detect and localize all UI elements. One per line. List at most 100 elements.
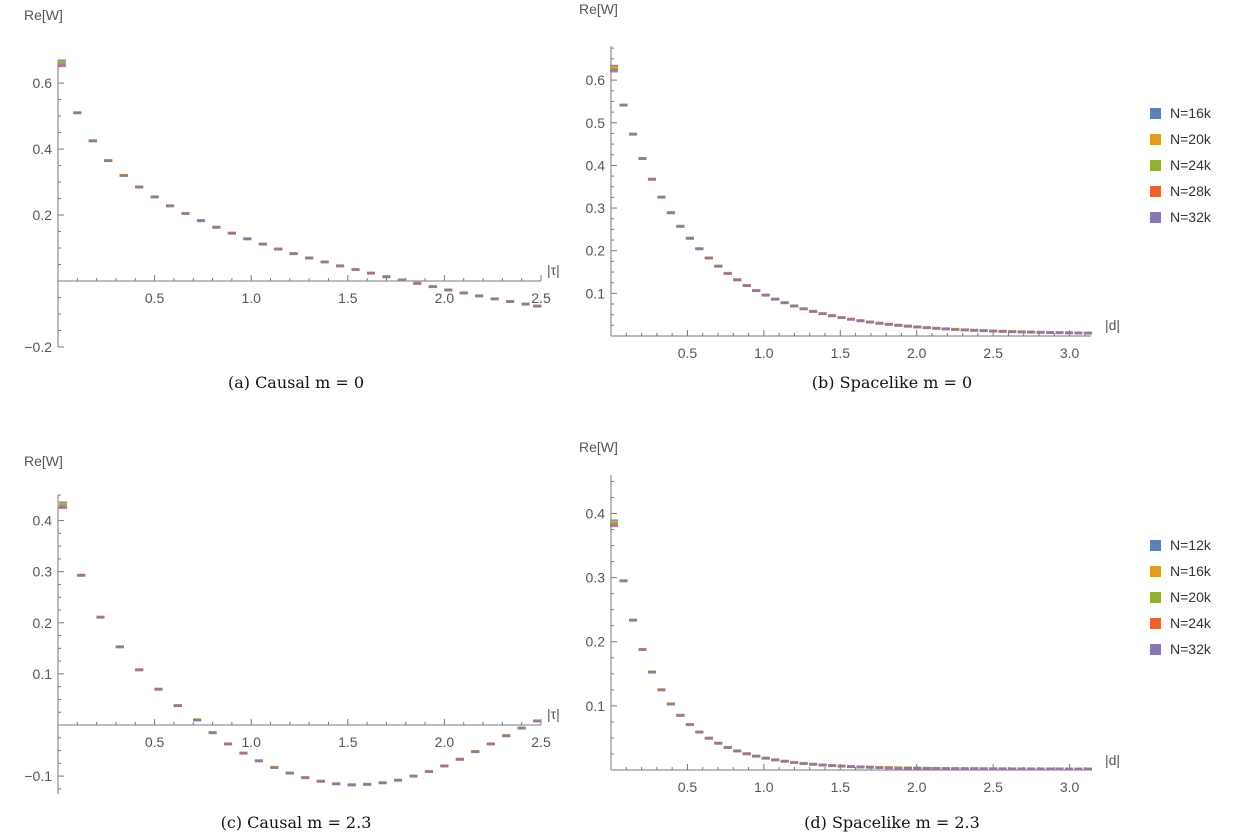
data-point xyxy=(865,321,874,324)
data-point xyxy=(378,781,387,785)
legend-swatch xyxy=(1150,134,1161,145)
data-point xyxy=(166,204,175,208)
x-axis-label: |τ| xyxy=(547,262,560,278)
data-point xyxy=(657,688,666,692)
data-point xyxy=(258,243,267,246)
data-point xyxy=(301,776,310,780)
data-point xyxy=(1046,331,1055,334)
chart-panel: 0.5 1.0 1.5 2.0 2.5 3.0 0.1 0.2 0.3 0.4 Re[W] |d| (d… xyxy=(579,439,1120,832)
data-point xyxy=(610,68,619,72)
data-point xyxy=(837,316,846,320)
chart-caption: (b) Spacelike m = 0 xyxy=(812,373,972,392)
y-tick-label: 0.1 xyxy=(586,698,606,714)
data-point xyxy=(922,767,931,770)
data-point xyxy=(486,743,495,746)
data-point xyxy=(884,766,893,770)
data-point xyxy=(742,284,751,287)
x-tick-label: 1.0 xyxy=(241,734,261,750)
legend-swatch xyxy=(1150,644,1161,655)
data-point xyxy=(932,327,941,330)
data-point xyxy=(865,766,874,769)
data-point xyxy=(212,226,221,229)
y-tick-label: 0.3 xyxy=(586,570,606,586)
legend: N=16k N=20k N=24k N=28k N=32k xyxy=(1150,105,1212,225)
legend-swatch xyxy=(1150,566,1161,577)
data-point xyxy=(59,504,68,507)
data-point xyxy=(610,64,619,68)
data-point xyxy=(471,750,480,754)
data-point xyxy=(502,734,511,738)
data-point xyxy=(77,574,86,577)
data-point xyxy=(790,761,799,764)
data-point xyxy=(989,330,998,333)
data-point xyxy=(57,59,66,62)
x-tick-label: 2.5 xyxy=(983,779,1003,795)
y-tick-label: 0.2 xyxy=(586,634,606,650)
legend-label: N=28k xyxy=(1170,183,1212,199)
chart-caption: (c) Causal m = 2.3 xyxy=(221,813,372,832)
data-point xyxy=(1008,767,1017,771)
legend-label: N=20k xyxy=(1170,131,1212,147)
y-tick-label: 0.1 xyxy=(33,666,53,682)
data-point xyxy=(970,767,979,771)
legend-swatch xyxy=(1150,108,1161,119)
data-point xyxy=(989,767,998,771)
data-point xyxy=(57,64,66,68)
data-point xyxy=(629,619,638,622)
y-tick-label: 0.2 xyxy=(33,615,53,631)
data-point xyxy=(533,305,542,308)
data-point xyxy=(351,268,360,271)
data-point xyxy=(647,671,656,674)
x-tick-label: 1.5 xyxy=(338,734,358,750)
x-tick-label: 1.0 xyxy=(241,290,261,306)
data-point xyxy=(394,779,403,782)
data-point xyxy=(752,289,761,293)
data-point xyxy=(951,767,960,771)
data-point xyxy=(274,248,283,251)
legend-swatch xyxy=(1150,592,1161,603)
data-point xyxy=(979,329,988,333)
data-point xyxy=(1055,768,1064,771)
data-point xyxy=(196,219,205,223)
data-point xyxy=(894,766,903,770)
x-tick-label: 3.0 xyxy=(1060,779,1080,795)
chart-panel: 0.5 1.0 1.5 2.0 2.5 −0.1 0.1 0.2 0.3 0.4 Re[W] |τ| (… xyxy=(24,453,560,832)
x-tick-label: 1.5 xyxy=(831,779,851,795)
chart-panel: 0.5 1.0 1.5 2.0 2.5 3.0 0.1 0.2 0.3 0.4 0.5 0.6 Re[W… xyxy=(579,1,1120,392)
data-point xyxy=(818,312,827,316)
y-axis-label: Re[W] xyxy=(24,453,63,469)
data-point xyxy=(254,759,263,763)
data-point xyxy=(685,237,694,240)
y-axis-label: Re[W] xyxy=(579,439,618,455)
legend-swatch xyxy=(1150,186,1161,197)
legend-label: N=16k xyxy=(1170,563,1212,579)
x-tick-label: 0.5 xyxy=(145,734,165,750)
y-axis-label: Re[W] xyxy=(24,7,63,23)
data-point xyxy=(913,326,922,329)
data-point xyxy=(1027,331,1036,334)
data-point xyxy=(1074,332,1083,335)
data-point xyxy=(875,766,884,769)
data-point xyxy=(208,731,217,735)
y-tick-label: 0.3 xyxy=(586,200,606,216)
legend-label: N=12k xyxy=(1170,537,1212,553)
data-point xyxy=(506,300,515,303)
data-point xyxy=(610,70,619,73)
x-tick-label: 1.5 xyxy=(338,290,358,306)
data-point xyxy=(59,506,68,510)
data-point xyxy=(517,727,526,730)
data-point xyxy=(59,501,68,504)
x-axis-label: |τ| xyxy=(547,706,560,722)
data-point xyxy=(638,648,647,651)
data-point xyxy=(951,328,960,331)
data-point xyxy=(1083,332,1092,335)
data-point xyxy=(998,767,1007,771)
x-tick-label: 2.0 xyxy=(907,779,927,795)
data-point xyxy=(347,783,356,787)
data-point xyxy=(960,767,969,771)
data-point xyxy=(932,767,941,770)
x-tick-label: 2.0 xyxy=(435,290,455,306)
data-point xyxy=(752,755,761,758)
data-point xyxy=(619,579,628,583)
